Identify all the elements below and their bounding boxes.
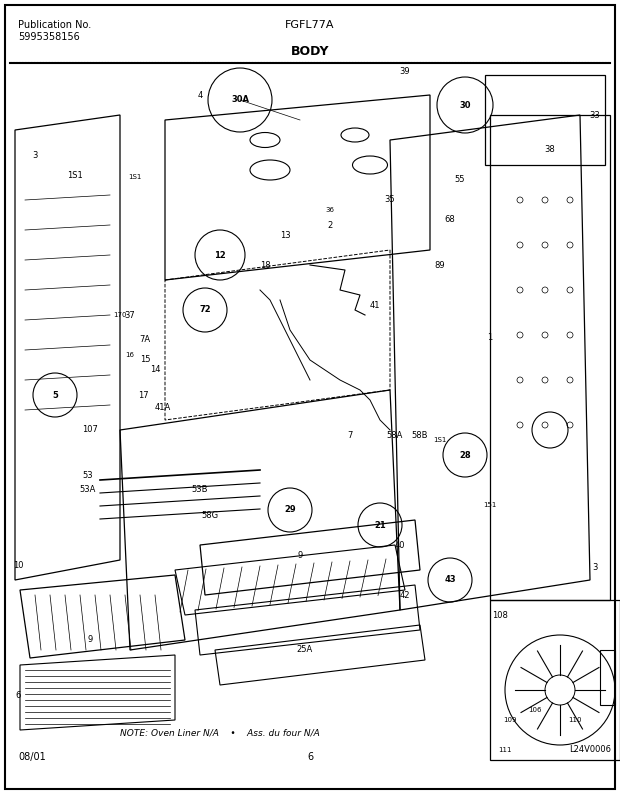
Text: 25A: 25A	[297, 646, 313, 654]
Text: 3: 3	[32, 151, 38, 160]
Text: 29: 29	[284, 506, 296, 515]
Text: 15: 15	[140, 356, 150, 364]
Text: 1S1: 1S1	[433, 437, 446, 443]
Text: 7: 7	[347, 430, 353, 440]
Bar	[600, 650, 615, 705]
Text: 3: 3	[592, 563, 598, 572]
Text: 72: 72	[199, 306, 211, 314]
Text: 107: 107	[82, 426, 98, 434]
Text: 14: 14	[150, 365, 160, 375]
Text: 17: 17	[138, 391, 148, 399]
Text: 1S1: 1S1	[128, 174, 142, 180]
Text: 9: 9	[87, 635, 92, 645]
Text: BODY: BODY	[291, 45, 329, 58]
Text: 170: 170	[113, 312, 126, 318]
Text: 37: 37	[125, 310, 135, 319]
Text: 36: 36	[326, 207, 335, 213]
Text: 58A: 58A	[387, 430, 403, 440]
Text: 109: 109	[503, 717, 516, 723]
Text: 28: 28	[459, 450, 471, 460]
Text: 30: 30	[459, 101, 471, 110]
Text: 53B: 53B	[192, 485, 208, 495]
Text: 4: 4	[197, 91, 203, 101]
Text: 39: 39	[400, 67, 410, 76]
Text: 110: 110	[569, 717, 582, 723]
Text: 12: 12	[214, 250, 226, 260]
Bar	[485, 75, 605, 165]
Text: 21: 21	[374, 521, 386, 530]
Text: L24V0006: L24V0006	[569, 746, 611, 754]
Text: 68: 68	[445, 215, 455, 225]
Text: 08/01: 08/01	[18, 752, 46, 762]
Text: 41A: 41A	[155, 403, 171, 413]
Text: 33: 33	[590, 110, 600, 120]
Text: 7A: 7A	[140, 336, 151, 345]
Text: 30A: 30A	[231, 95, 249, 105]
Text: 10: 10	[13, 561, 24, 569]
Text: 2: 2	[327, 221, 332, 229]
Text: 40: 40	[395, 541, 405, 549]
Text: 1S1: 1S1	[67, 171, 83, 179]
Text: 5: 5	[52, 391, 58, 399]
Text: 58G: 58G	[202, 511, 219, 519]
Text: 111: 111	[498, 747, 511, 753]
Text: 16: 16	[125, 352, 135, 358]
Text: Publication No.: Publication No.	[18, 20, 91, 30]
Text: 35: 35	[384, 195, 396, 205]
Text: 42: 42	[400, 591, 410, 599]
Text: 18: 18	[260, 260, 270, 269]
Text: 1: 1	[487, 333, 493, 342]
Text: 6: 6	[307, 752, 313, 762]
Text: 151: 151	[484, 502, 497, 508]
Text: 55: 55	[454, 175, 465, 184]
Text: 89: 89	[435, 260, 445, 269]
Text: 43: 43	[444, 576, 456, 584]
Text: 5995358156: 5995358156	[18, 32, 80, 42]
Text: 6: 6	[16, 691, 20, 700]
Text: 41: 41	[370, 300, 380, 310]
Text: 38: 38	[544, 145, 556, 155]
Text: 13: 13	[280, 230, 290, 240]
Text: FGFL77A: FGFL77A	[285, 20, 335, 30]
Text: 58B: 58B	[412, 430, 428, 440]
Text: 108: 108	[492, 611, 508, 619]
Text: 53: 53	[82, 471, 94, 480]
Text: 106: 106	[528, 707, 542, 713]
Text: 9: 9	[298, 550, 303, 560]
Text: NOTE: Oven Liner N/A    •    Ass. du four N/A: NOTE: Oven Liner N/A • Ass. du four N/A	[120, 728, 320, 737]
Text: 53A: 53A	[80, 485, 96, 495]
